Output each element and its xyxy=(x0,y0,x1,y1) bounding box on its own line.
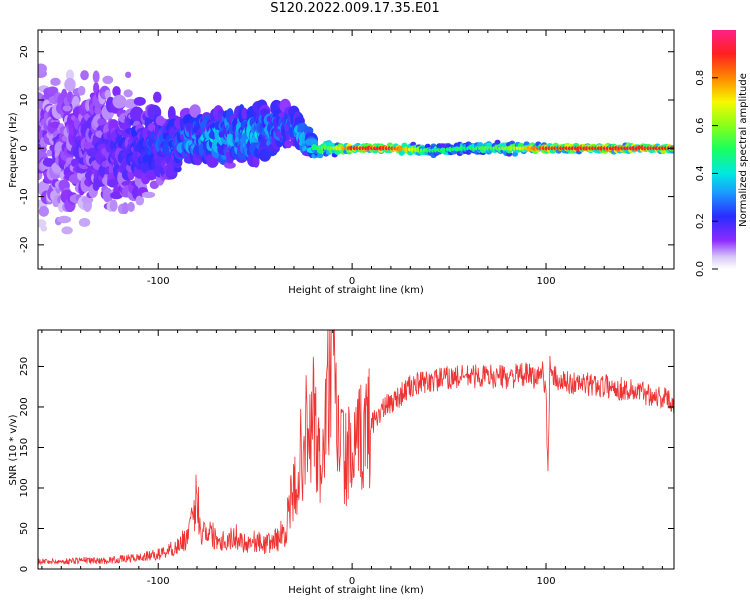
colorbar-tick-label: 0.0 xyxy=(695,261,706,277)
heatmap-cell xyxy=(317,153,324,159)
heatmap-cells xyxy=(38,63,674,235)
y-tick-label: 0 xyxy=(19,566,30,572)
heatmap-cell xyxy=(123,89,133,98)
heatmap-cell xyxy=(40,225,48,232)
y-tick-label: 10 xyxy=(19,94,30,107)
y-tick-label: 50 xyxy=(19,522,30,535)
heatmap-cell xyxy=(38,205,50,217)
heatmap-cell xyxy=(65,69,75,81)
colorbar-tick-label: 0.4 xyxy=(695,165,706,181)
heatmap-cell xyxy=(78,217,91,227)
heatmap-cell xyxy=(130,106,144,123)
heatmap-cell xyxy=(311,140,318,146)
heatmap-cell xyxy=(102,75,114,85)
spectrogram-x-axis-label: Height of straight line (km) xyxy=(288,285,424,296)
heatmap-cell xyxy=(102,187,114,203)
heatmap-cell xyxy=(61,226,73,235)
figure-title: S120.2022.009.17.35.E01 xyxy=(270,1,440,16)
heatmap-cell xyxy=(152,91,162,103)
heatmap-cell xyxy=(121,202,129,215)
heatmap-cell xyxy=(224,161,236,169)
x-tick-label: 100 xyxy=(536,276,555,287)
colorbar-tick-label: 0.2 xyxy=(695,213,706,229)
heatmap-cell xyxy=(241,107,248,120)
snr-series-line xyxy=(38,330,674,566)
heatmap-cell xyxy=(64,77,76,92)
heatmap-cell xyxy=(284,140,293,149)
heatmap-cell xyxy=(40,146,47,153)
colorbar-tick-label: 0.8 xyxy=(695,70,706,86)
x-tick-label: 100 xyxy=(536,576,555,587)
snr-frame xyxy=(37,329,675,570)
snr-ticks: -100 0 100 0 50 100 150 200 250 xyxy=(19,330,674,587)
y-tick-label: 200 xyxy=(19,397,30,416)
heatmap-cell xyxy=(49,121,62,129)
y-tick-label: 0 xyxy=(19,145,30,151)
heatmap-cell xyxy=(112,85,121,97)
heatmap-cell xyxy=(80,70,89,81)
y-tick-label: -20 xyxy=(19,237,30,253)
heatmap-cell xyxy=(38,63,47,74)
y-tick-label: 150 xyxy=(19,438,30,457)
heatmap-cell xyxy=(189,104,201,118)
heatmap-cell xyxy=(133,96,146,106)
heatmap-cell xyxy=(135,195,145,206)
colorbar-gradient xyxy=(712,30,736,269)
colorbar: 0.0 0.2 0.4 0.6 0.8 Normalized spectral ampl… xyxy=(695,30,749,277)
spectrogram-frame xyxy=(37,29,675,270)
heatmap-cell xyxy=(109,199,118,212)
snr-x-axis-label: Height of straight line (km) xyxy=(288,585,424,596)
snr-y-axis-label: SNR (10 * v/v) xyxy=(8,414,19,485)
heatmap-cell xyxy=(401,142,408,148)
heatmap-cell xyxy=(46,149,53,157)
heatmap-cell xyxy=(62,105,72,112)
heatmap-cell xyxy=(477,142,484,148)
y-tick-label: -10 xyxy=(19,188,30,204)
heatmap-cell xyxy=(494,139,501,145)
heatmap-cell xyxy=(127,201,135,212)
x-tick-label: 0 xyxy=(349,576,355,587)
y-tick-label: 250 xyxy=(19,357,30,376)
heatmap-cell xyxy=(50,77,61,86)
heatmap-cell xyxy=(92,70,100,83)
y-tick-label: 100 xyxy=(19,478,30,497)
heatmap-cell xyxy=(512,151,518,157)
heatmap-cell xyxy=(57,215,72,224)
heatmap-cell xyxy=(46,86,59,96)
heatmap-cell xyxy=(38,219,47,228)
heatmap-cell xyxy=(77,85,86,96)
heatmap-cell xyxy=(141,191,156,199)
snr-panel: -100 0 100 0 50 100 150 200 250 Height of straig… xyxy=(8,329,675,596)
heatmap-cell xyxy=(125,71,132,79)
colorbar-ticks: 0.0 0.2 0.4 0.6 0.8 xyxy=(695,70,718,277)
spectrogram-y-axis-label: Frequency (Hz) xyxy=(8,112,19,188)
heatmap-cell xyxy=(97,117,107,126)
x-tick-label: -100 xyxy=(147,276,170,287)
x-tick-label: -100 xyxy=(147,576,170,587)
heatmap-cell xyxy=(110,191,123,200)
colorbar-label: Normalized spectral amplitude xyxy=(738,73,749,227)
heatmap-cell xyxy=(303,126,314,135)
x-tick-label: 0 xyxy=(349,276,355,287)
colorbar-tick-label: 0.6 xyxy=(695,118,706,134)
heatmap-cell xyxy=(112,94,127,109)
y-tick-label: 20 xyxy=(19,45,30,58)
